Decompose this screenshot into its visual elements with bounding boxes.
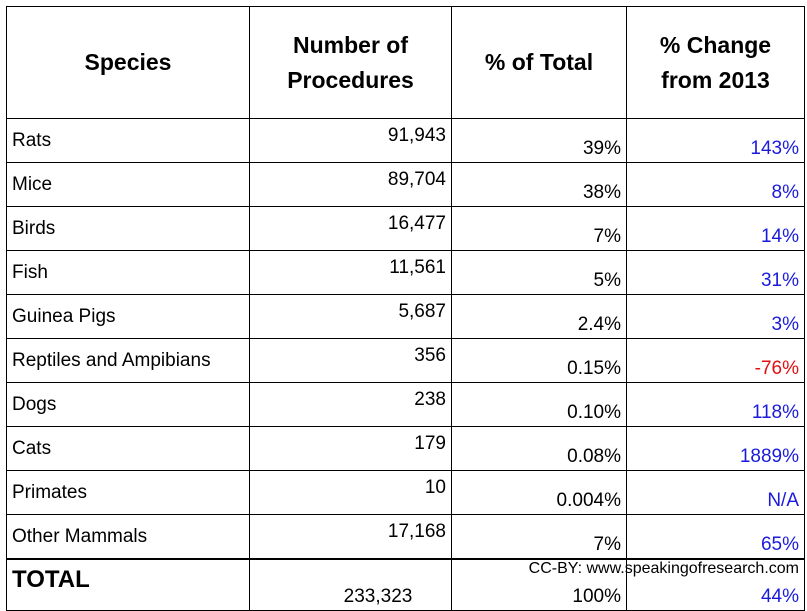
table-header: Species Number of Procedures % of Total … — [6, 6, 805, 119]
table-cell: 3% — [626, 294, 805, 339]
table-cell: Mice — [6, 162, 250, 207]
table-row: Mice 89,704 38% 8% — [6, 162, 805, 207]
table-cell: 0.004% — [451, 470, 627, 515]
table-cell: 14% — [626, 206, 805, 251]
page: Species Number of Procedures % of Total … — [6, 6, 805, 611]
table-cell: 356 — [249, 338, 452, 383]
table-row: Cats 179 0.08% 1889% — [6, 426, 805, 471]
table-cell: 65% — [626, 514, 805, 560]
table-cell: 5,687 — [249, 294, 452, 339]
table-row: Primates 10 0.004% N/A — [6, 470, 805, 515]
table-row: Other Mammals 17,168 7% 65% — [6, 514, 805, 560]
table-cell: Cats — [6, 426, 250, 471]
table-cell: 17,168 — [249, 514, 452, 560]
table-cell: 39% — [451, 118, 627, 163]
table-cell: 7% — [451, 206, 627, 251]
header-row: Species Number of Procedures % of Total … — [6, 6, 805, 119]
table-row: Fish 11,561 5% 31% — [6, 250, 805, 295]
table-cell: Reptiles and Ampibians — [6, 338, 250, 383]
table-cell: 7% — [451, 514, 627, 560]
table-cell: 238 — [249, 382, 452, 427]
table-cell: Other Mammals — [6, 514, 250, 560]
table-cell: Birds — [6, 206, 250, 251]
table-cell: 8% — [626, 162, 805, 207]
table-cell: Rats — [6, 118, 250, 163]
table-cell: 38% — [451, 162, 627, 207]
table-row: Dogs 238 0.10% 118% — [6, 382, 805, 427]
table-row: Rats 91,943 39% 143% — [6, 118, 805, 163]
table-cell: -76% — [626, 338, 805, 383]
table-cell: 143% — [626, 118, 805, 163]
table-cell: Fish — [6, 250, 250, 295]
table-cell: 0.15% — [451, 338, 627, 383]
table-cell: 31% — [626, 250, 805, 295]
table-cell: 179 — [249, 426, 452, 471]
table-cell: Guinea Pigs — [6, 294, 250, 339]
table-cell: 2.4% — [451, 294, 627, 339]
table-cell: 5% — [451, 250, 627, 295]
table-cell: 0.10% — [451, 382, 627, 427]
table-body: Rats 91,943 39% 143% Mice 89,704 38% 8% Birds 16,… — [6, 118, 805, 611]
table-cell: 0.08% — [451, 426, 627, 471]
table-cell: 16,477 — [249, 206, 452, 251]
table-cell: 89,704 — [249, 162, 452, 207]
table-cell: N/A — [626, 470, 805, 515]
header-cell: % Change from 2013 — [626, 6, 805, 119]
table-cell: Dogs — [6, 382, 250, 427]
header-cell: % of Total — [451, 6, 627, 119]
header-cell: Species — [6, 6, 250, 119]
table-row: Guinea Pigs 5,687 2.4% 3% — [6, 294, 805, 339]
table-cell: 91,943 — [249, 118, 452, 163]
table-cell: Primates — [6, 470, 250, 515]
table-cell: 118% — [626, 382, 805, 427]
table-row: Birds 16,477 7% 14% — [6, 206, 805, 251]
data-table: Species Number of Procedures % of Total … — [6, 6, 805, 611]
table-cell: 11,561 — [249, 250, 452, 295]
footer-credit: CC-BY: www.speakingofresearch.com — [528, 560, 799, 577]
table-cell: 1889% — [626, 426, 805, 471]
header-cell: Number of Procedures — [249, 6, 452, 119]
table-cell: 10 — [249, 470, 452, 515]
table-row: Reptiles and Ampibians 356 0.15% -76% — [6, 338, 805, 383]
